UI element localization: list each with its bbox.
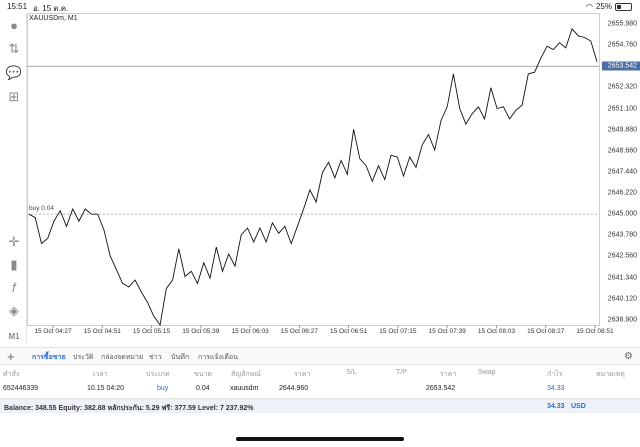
- objects-icon[interactable]: ◈: [9, 303, 19, 318]
- status-right: ◠ 25%: [586, 2, 632, 11]
- y-tick-label: 2640.120: [607, 295, 637, 303]
- cell-symbol: xauusdm: [230, 385, 259, 392]
- cell-price: 2644.960: [279, 385, 309, 392]
- y-tick-label: 2641.340: [607, 274, 637, 282]
- x-tick-label: 15 Oct 07:15: [379, 328, 417, 335]
- col-type: ประเภท: [146, 371, 170, 378]
- add-icon[interactable]: +: [7, 349, 15, 364]
- x-tick-label: 15 Oct 04:27: [34, 328, 72, 335]
- timeframe-m1[interactable]: M1: [8, 331, 20, 341]
- y-tick-label: 2654.760: [607, 41, 637, 49]
- y-tick-label: 2643.780: [607, 231, 637, 239]
- x-tick-label: 15 Oct 06:27: [280, 328, 318, 335]
- trade-arrows-icon[interactable]: ⇅: [8, 41, 20, 56]
- balance-text: Balance: 348.55 Equity: 382.88 หลักประกั…: [4, 405, 254, 412]
- x-tick-label: 15 Oct 08:27: [527, 328, 565, 335]
- cell-type: buy: [157, 385, 169, 392]
- col-price: ราคา: [294, 371, 311, 378]
- x-tick-label: 15 Oct 06:51: [330, 328, 368, 335]
- plot-frame: [27, 13, 600, 326]
- candles-icon[interactable]: ▮: [10, 257, 18, 272]
- y-tick-label: 2645.000: [607, 210, 637, 218]
- y-tick-label: 2638.900: [607, 316, 637, 324]
- col-swap: Swap: [478, 369, 496, 376]
- tab-alerts[interactable]: การแจ้งเตือน: [198, 354, 238, 361]
- y-tick-label: 2651.100: [607, 105, 637, 113]
- y-tick-label: 2649.880: [607, 126, 637, 134]
- col-tp: T/P: [396, 369, 407, 376]
- x-tick-label: 15 Oct 07:39: [428, 328, 466, 335]
- chart-canvas: [27, 13, 600, 328]
- account-icon[interactable]: ●: [10, 17, 18, 33]
- status-bar: 15:51 อ. 15 ต.ค. ◠ 25%: [0, 0, 640, 13]
- tab-journal[interactable]: บันทึก: [171, 354, 190, 361]
- x-tick-label: 15 Oct 06:03: [231, 328, 269, 335]
- total-profit: 34.33: [547, 403, 565, 410]
- col-symbol: สัญลักษณ์: [231, 371, 261, 378]
- crosshair-icon[interactable]: ✛: [8, 234, 20, 249]
- cell-profit: 34.33: [547, 385, 565, 392]
- cell-current-price: 2653.542: [426, 385, 456, 392]
- cell-volume: 0.04: [196, 385, 210, 392]
- tab-trade[interactable]: การซื้อขาย: [32, 354, 66, 361]
- x-tick-label: 15 Oct 08:51: [576, 328, 614, 335]
- indicator-icon[interactable]: 𝑓: [11, 280, 17, 295]
- buy-order-label[interactable]: buy 0.04: [29, 205, 54, 213]
- col-volume: ขนาด: [194, 371, 213, 378]
- wifi-icon: ◠: [586, 2, 593, 11]
- y-tick-label: 2652.320: [607, 83, 637, 91]
- cell-order: 652446339: [3, 385, 39, 392]
- col-profit: กำไร: [547, 371, 563, 378]
- current-price-label: 2653.542: [602, 61, 640, 71]
- settings-icon[interactable]: ⚙: [624, 351, 633, 362]
- col-order: คำสั่ง: [3, 371, 20, 378]
- col-comment: หมายเหตุ: [596, 371, 625, 378]
- status-time: 15:51: [7, 2, 28, 11]
- chat-icon[interactable]: 💬: [5, 65, 23, 80]
- currency: USD: [571, 403, 586, 410]
- home-indicator: [236, 437, 404, 441]
- y-tick-label: 2655.980: [607, 20, 637, 28]
- battery-icon: [615, 2, 632, 11]
- col-current-price: ราคา: [440, 371, 457, 378]
- x-tick-label: 15 Oct 05:39: [182, 328, 220, 335]
- status-date: อ. 15 ต.ค.: [33, 4, 69, 13]
- col-sl: S/L: [346, 369, 357, 376]
- y-tick-label: 2647.440: [607, 168, 637, 176]
- x-tick-label: 15 Oct 04:51: [83, 328, 121, 335]
- y-tick-label: 2646.220: [607, 189, 637, 197]
- price-series-line: [28, 28, 598, 327]
- x-tick-label: 15 Oct 08:03: [477, 328, 516, 335]
- tab-mailbox[interactable]: กล่องจดหมาย: [101, 354, 144, 361]
- chart-symbol: XAUUSDm, M1: [29, 15, 78, 22]
- y-tick-label: 2648.660: [607, 147, 637, 155]
- price-chart[interactable]: XAUUSDm, M1 2655.980 2654.760 2653.542 2652…: [27, 13, 640, 343]
- tab-news[interactable]: ข่าว: [149, 354, 162, 361]
- x-tick-label: 15 Oct 05:15: [132, 328, 171, 335]
- y-tick-label: 2642.560: [607, 252, 637, 260]
- account-summary: Balance: 348.55 Equity: 382.88 หลักประกั…: [0, 398, 640, 413]
- cell-time: 10.15 04:20: [87, 385, 124, 392]
- terminal-tabs: + การซื้อขาย ประวัติ กล่องจดหมาย ข่าว บั…: [0, 347, 640, 365]
- add-document-icon[interactable]: ⊞: [8, 89, 20, 104]
- battery-percent: 25%: [595, 2, 612, 11]
- tab-history[interactable]: ประวัติ: [73, 354, 94, 361]
- col-time: เวลา: [93, 371, 108, 378]
- left-toolbar: ● ⇅ 💬 ⊞ ✛ ▮ 𝑓 ◈ M1: [0, 13, 27, 343]
